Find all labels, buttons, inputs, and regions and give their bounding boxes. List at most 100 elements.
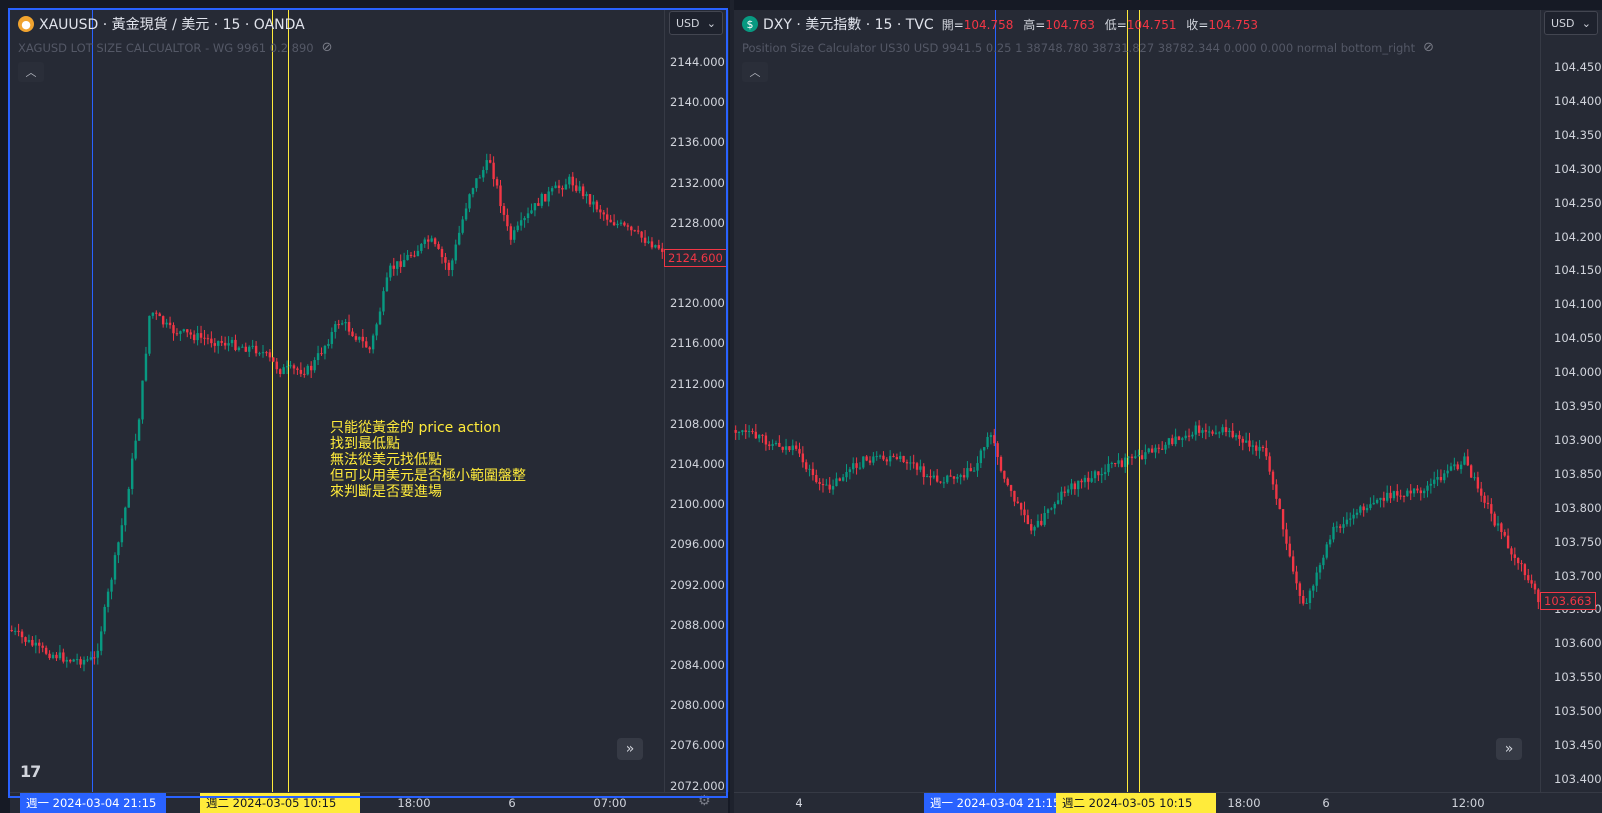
- candle: [134, 433, 137, 461]
- candle: [182, 328, 186, 333]
- candle: [354, 333, 358, 342]
- dxy-chart-pane[interactable]: $ DXY · 美元指數 · 15 · TVC 開=104.758 高=104.…: [734, 0, 1602, 813]
- candle: [337, 319, 340, 329]
- candle: [643, 230, 647, 247]
- price-tick-label: 103.950: [1554, 399, 1602, 413]
- currency-select[interactable]: USD ⌄: [669, 11, 723, 35]
- candle: [296, 366, 299, 375]
- indicator-legend[interactable]: Position Size Calculator US30 USD 9941.5…: [742, 40, 1434, 55]
- candle: [327, 339, 330, 349]
- candle: [158, 312, 161, 317]
- candle: [616, 220, 619, 229]
- currency-select[interactable]: USD ⌄: [1544, 11, 1598, 35]
- candle: [303, 367, 306, 378]
- candle: [1443, 469, 1446, 484]
- candle: [93, 651, 96, 665]
- candle: [1416, 485, 1419, 494]
- price-tick-label: 103.550: [1554, 670, 1602, 685]
- candle: [1389, 485, 1392, 503]
- close-value: 104.753: [1208, 17, 1258, 32]
- candle: [103, 604, 106, 635]
- candle: [554, 181, 557, 189]
- gear-icon[interactable]: ⚙: [698, 793, 711, 809]
- candle: [1322, 554, 1325, 570]
- candle: [626, 223, 630, 231]
- collapse-legend-button[interactable]: ︿: [18, 62, 44, 82]
- eye-hidden-icon[interactable]: ⊘: [1423, 40, 1435, 55]
- candle: [550, 186, 554, 196]
- candle: [1486, 495, 1490, 509]
- time-label: 12:00: [1451, 796, 1485, 810]
- candle: [1056, 492, 1060, 505]
- tradingview-logo[interactable]: 17: [20, 762, 41, 781]
- candle: [210, 331, 213, 348]
- candle: [1127, 456, 1130, 465]
- candle: [241, 344, 244, 348]
- xauusd-time-axis[interactable]: 週一 2024-03-04 21:15 週二 2024-03-05 10:15 …: [10, 792, 728, 813]
- chevron-up-icon: ︿: [749, 66, 761, 79]
- dxy-legend[interactable]: $ DXY · 美元指數 · 15 · TVC 開=104.758 高=104.…: [742, 14, 1264, 34]
- candle: [942, 476, 946, 489]
- candle: [1533, 580, 1537, 595]
- candle: [640, 230, 643, 243]
- candle: [533, 203, 537, 217]
- candle: [905, 459, 909, 470]
- candle: [1332, 522, 1335, 543]
- dxy-price-axis[interactable]: [1540, 10, 1602, 792]
- candle: [461, 216, 464, 235]
- candle: [237, 346, 241, 352]
- candle: [1204, 423, 1208, 440]
- candle: [1030, 519, 1033, 535]
- candle: [1214, 425, 1218, 435]
- candle: [581, 183, 585, 200]
- annotation-text[interactable]: 只能從黃金的 price action 找到最低點 無法從美元找低點 但可以用美…: [330, 420, 526, 500]
- candle: [389, 263, 392, 281]
- eye-hidden-icon[interactable]: ⊘: [321, 40, 333, 55]
- scroll-to-realtime-button[interactable]: »: [617, 738, 643, 760]
- price-tick-label: 2076.000: [670, 738, 725, 753]
- candle: [323, 344, 327, 360]
- price-tick-label: 103.400: [1554, 771, 1602, 786]
- current-price-tag: 103.663: [1540, 592, 1596, 610]
- price-tick-label: 104.000: [1554, 365, 1602, 380]
- xauusd-price-axis[interactable]: [664, 10, 729, 792]
- candle: [561, 185, 564, 197]
- candle: [788, 446, 791, 452]
- xauusd-legend[interactable]: ● XAUUSD · 黃金現貨 / 美元 · 15 · OANDA: [18, 14, 305, 34]
- candle: [1268, 452, 1271, 475]
- candle: [1164, 442, 1167, 454]
- candle: [1003, 470, 1006, 483]
- dxy-time-axis[interactable]: 4 週一 2024-03-04 21:15 週二 2024-03-05 10:1…: [734, 792, 1602, 813]
- dxy-plot-area[interactable]: [734, 10, 1540, 792]
- candle: [41, 642, 44, 653]
- candle: [1181, 436, 1184, 448]
- candle: [1023, 501, 1026, 523]
- candle: [82, 656, 86, 672]
- candle: [1355, 509, 1359, 519]
- xauusd-chart-pane[interactable]: ● XAUUSD · 黃金現貨 / 美元 · 15 · OANDA XAGUSD…: [0, 0, 730, 813]
- candle: [1224, 419, 1228, 437]
- candle: [1097, 471, 1100, 482]
- candle: [1171, 434, 1174, 446]
- xauusd-plot-area[interactable]: [10, 10, 664, 792]
- candle: [865, 454, 868, 462]
- candle: [320, 347, 323, 356]
- candle: [831, 479, 835, 495]
- candle: [1124, 453, 1127, 473]
- price-tick-label: 2080.000: [670, 698, 725, 713]
- candle: [1490, 498, 1493, 522]
- xauusd-candles: [10, 153, 664, 672]
- collapse-legend-button[interactable]: ︿: [742, 62, 768, 82]
- candle: [1201, 427, 1204, 439]
- scroll-to-realtime-button[interactable]: »: [1496, 738, 1522, 760]
- candle: [1352, 508, 1355, 525]
- candle: [808, 464, 811, 477]
- candle: [258, 351, 261, 357]
- candle: [17, 623, 20, 637]
- candle: [65, 656, 68, 668]
- open-label: 開: [941, 17, 954, 32]
- candle: [530, 203, 533, 215]
- double-chevron-right-icon: »: [1504, 741, 1514, 757]
- candle: [217, 340, 220, 354]
- indicator-legend[interactable]: XAGUSD LOT SIZE CALCUALTOR - WG 9961 0.2…: [18, 40, 333, 55]
